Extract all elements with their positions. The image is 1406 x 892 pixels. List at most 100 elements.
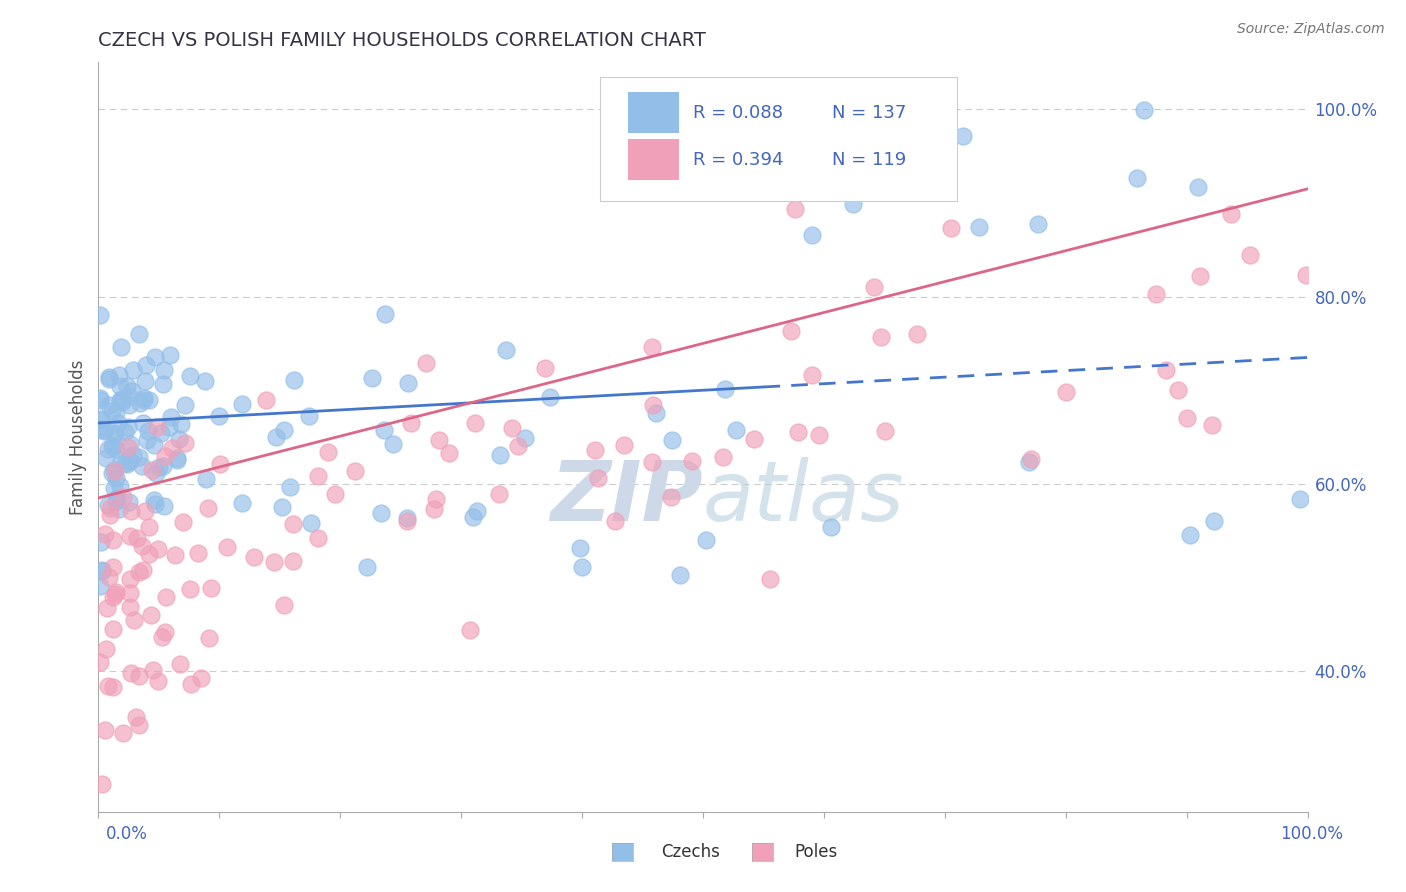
Point — [138, 424, 160, 438]
Point — [141, 664, 163, 678]
Point — [1187, 180, 1209, 194]
Point — [90, 534, 112, 549]
Point — [91, 563, 114, 577]
Point — [571, 559, 593, 574]
Point — [91, 565, 114, 579]
Point — [107, 502, 129, 516]
Point — [501, 421, 523, 435]
Point — [1220, 207, 1243, 221]
Point — [1295, 268, 1317, 283]
Point — [800, 227, 823, 242]
Point — [422, 502, 444, 516]
Point — [105, 470, 128, 484]
Point — [93, 723, 115, 738]
Point — [209, 457, 232, 471]
Point — [425, 491, 447, 506]
Point — [583, 443, 606, 458]
Point — [128, 565, 150, 579]
Text: N = 119: N = 119 — [832, 151, 907, 169]
Point — [343, 464, 366, 478]
Point — [1202, 514, 1225, 528]
Point — [787, 425, 810, 439]
Point — [139, 608, 162, 623]
Point — [166, 450, 188, 465]
Point — [89, 421, 111, 435]
Point — [135, 433, 157, 447]
Point — [873, 425, 896, 439]
Point — [145, 467, 167, 481]
Text: Poles: Poles — [794, 843, 838, 861]
Point — [281, 516, 304, 531]
Point — [101, 560, 124, 574]
Point — [1144, 286, 1167, 301]
Point — [641, 398, 664, 412]
Point — [150, 426, 173, 441]
Point — [89, 655, 111, 669]
Point — [437, 445, 460, 459]
Point — [1054, 385, 1077, 400]
Point — [96, 600, 118, 615]
Point — [98, 398, 121, 412]
Point — [905, 327, 928, 342]
Point — [513, 431, 536, 445]
Point — [121, 384, 143, 398]
Point — [641, 455, 664, 469]
Point — [796, 150, 818, 164]
Point — [659, 490, 682, 504]
Point — [399, 417, 422, 431]
Point — [146, 541, 169, 556]
Point — [1288, 491, 1310, 506]
Point — [231, 397, 253, 411]
Point — [138, 392, 160, 407]
Point — [711, 450, 734, 464]
Point — [179, 582, 201, 596]
Point — [298, 409, 321, 423]
Point — [148, 460, 170, 475]
Point — [101, 680, 124, 694]
Point — [1201, 418, 1223, 433]
Point — [173, 435, 195, 450]
Point — [143, 438, 166, 452]
Point — [1180, 528, 1202, 542]
Point — [759, 572, 782, 586]
Point — [1154, 363, 1177, 377]
Point — [356, 560, 378, 574]
Point — [1026, 217, 1049, 231]
Point — [117, 457, 139, 471]
Point — [841, 197, 863, 211]
Point — [820, 520, 842, 534]
Point — [152, 376, 174, 391]
Point — [880, 120, 903, 134]
Point — [128, 450, 150, 464]
Point — [98, 370, 121, 384]
Point — [97, 570, 120, 584]
Point — [172, 515, 194, 529]
Point — [793, 106, 815, 120]
Point — [273, 423, 295, 437]
Point — [695, 533, 717, 548]
Point — [506, 440, 529, 454]
Point — [97, 679, 120, 693]
Point — [534, 361, 557, 376]
Text: R = 0.088: R = 0.088 — [693, 103, 783, 121]
Point — [110, 453, 132, 467]
Point — [586, 471, 609, 485]
Point — [143, 496, 166, 510]
Point — [93, 424, 115, 438]
Point — [134, 375, 156, 389]
Text: 0.0%: 0.0% — [105, 825, 148, 843]
Point — [569, 541, 592, 555]
Point — [783, 202, 806, 216]
Point — [242, 550, 264, 565]
Point — [118, 454, 141, 468]
Point — [179, 368, 201, 383]
Point — [681, 453, 703, 467]
Point — [669, 568, 692, 582]
Point — [135, 358, 157, 372]
Point — [396, 514, 419, 528]
Point — [101, 533, 124, 547]
Point — [645, 407, 668, 421]
Text: atlas: atlas — [703, 457, 904, 538]
Point — [89, 579, 111, 593]
Point — [121, 448, 143, 462]
